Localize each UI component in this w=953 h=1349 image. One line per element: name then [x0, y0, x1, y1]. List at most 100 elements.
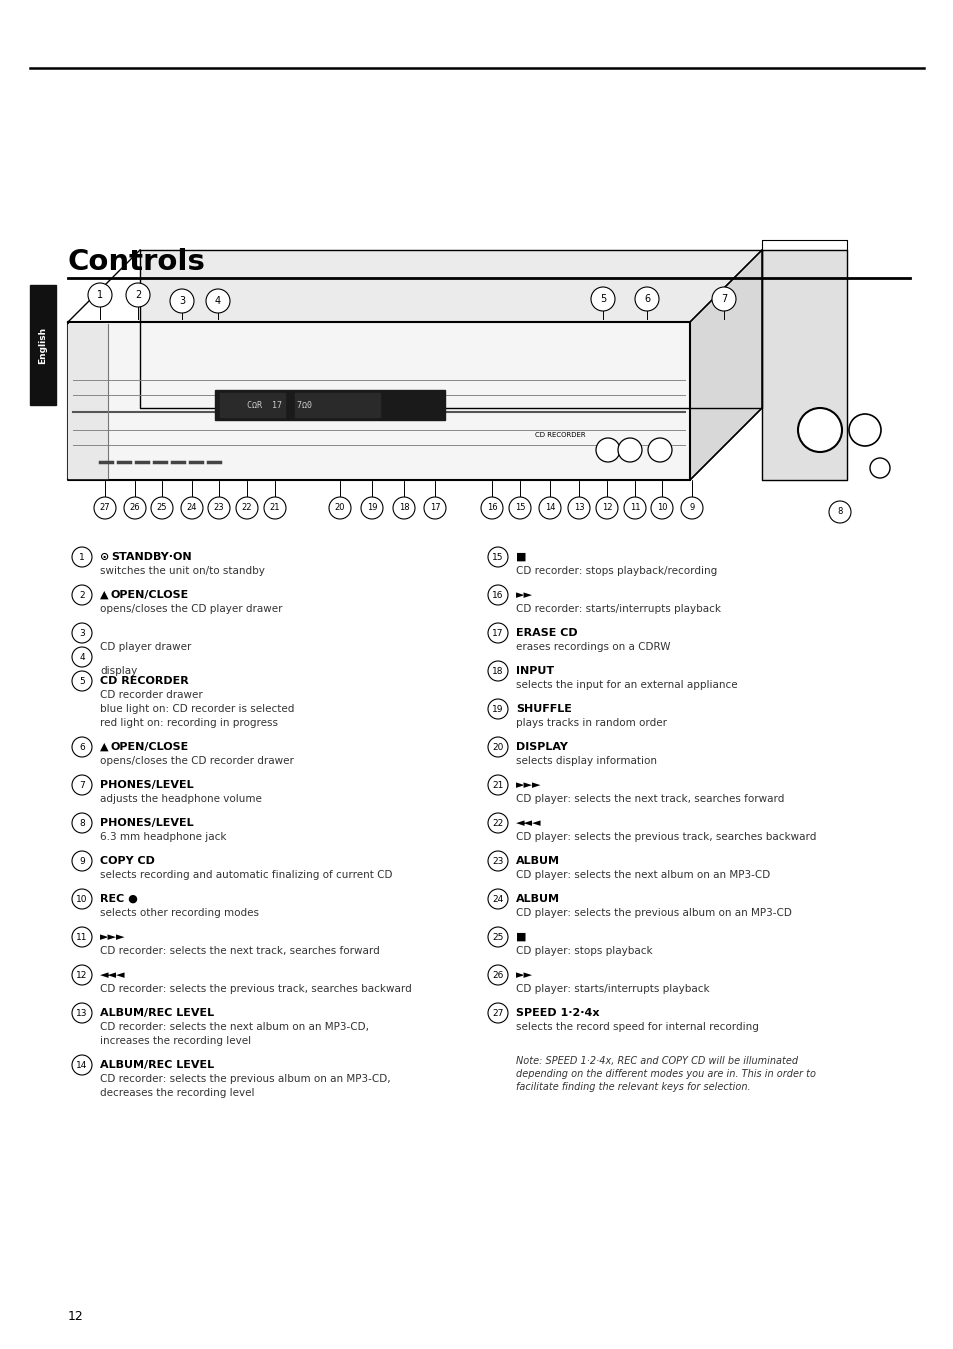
Text: CD player: selects the previous album on an MP3-CD: CD player: selects the previous album on…: [516, 908, 791, 919]
Text: CΩR  17   7Ω0: CΩR 17 7Ω0: [247, 401, 313, 410]
Text: switches the unit on/to standby: switches the unit on/to standby: [100, 567, 265, 576]
Circle shape: [71, 774, 91, 795]
Text: 20: 20: [335, 503, 345, 513]
Polygon shape: [294, 393, 379, 417]
Text: opens/closes the CD player drawer: opens/closes the CD player drawer: [100, 604, 282, 614]
Text: selects display information: selects display information: [516, 755, 657, 766]
Text: 23: 23: [492, 857, 503, 866]
Circle shape: [590, 287, 615, 312]
Text: CD player drawer: CD player drawer: [100, 642, 192, 652]
Text: 8: 8: [837, 507, 841, 517]
Text: 1: 1: [97, 290, 103, 299]
Text: 16: 16: [492, 591, 503, 599]
Circle shape: [635, 287, 659, 312]
Circle shape: [509, 496, 531, 519]
Text: SPEED 1·2·4x: SPEED 1·2·4x: [516, 1008, 598, 1018]
Circle shape: [567, 496, 589, 519]
Circle shape: [618, 438, 641, 461]
Text: CD recorder: selects the previous album on an MP3-CD,: CD recorder: selects the previous album …: [100, 1074, 390, 1085]
Circle shape: [488, 889, 507, 909]
Polygon shape: [214, 390, 444, 420]
Circle shape: [488, 737, 507, 757]
Circle shape: [488, 546, 507, 567]
Text: adjusts the headphone volume: adjusts the headphone volume: [100, 795, 262, 804]
Text: 9: 9: [79, 857, 85, 866]
Text: 20: 20: [492, 742, 503, 751]
Text: 10: 10: [656, 503, 666, 513]
Text: 24: 24: [187, 503, 197, 513]
Circle shape: [393, 496, 415, 519]
Text: 27: 27: [492, 1009, 503, 1017]
Circle shape: [71, 1055, 91, 1075]
Circle shape: [71, 546, 91, 567]
Circle shape: [423, 496, 446, 519]
Text: COPY CD: COPY CD: [100, 857, 154, 866]
Circle shape: [488, 623, 507, 643]
Text: STANDBY·ON: STANDBY·ON: [111, 552, 192, 563]
Text: CD RECORDER: CD RECORDER: [100, 676, 189, 687]
Circle shape: [488, 661, 507, 681]
Text: 17: 17: [492, 629, 503, 638]
Text: 6.3 mm headphone jack: 6.3 mm headphone jack: [100, 832, 226, 842]
Text: 15: 15: [515, 503, 525, 513]
Text: Controls: Controls: [68, 248, 206, 277]
Text: display: display: [100, 666, 137, 676]
Circle shape: [71, 737, 91, 757]
Circle shape: [848, 414, 880, 447]
Circle shape: [181, 496, 203, 519]
Text: 4: 4: [214, 295, 221, 306]
Text: plays tracks in random order: plays tracks in random order: [516, 718, 666, 728]
Text: ▲: ▲: [100, 742, 112, 751]
Polygon shape: [140, 250, 761, 407]
Text: CD player: stops playback: CD player: stops playback: [516, 946, 652, 956]
Text: CD recorder drawer: CD recorder drawer: [100, 689, 203, 700]
Circle shape: [206, 289, 230, 313]
Circle shape: [488, 813, 507, 832]
Text: 23: 23: [213, 503, 224, 513]
Text: OPEN/CLOSE: OPEN/CLOSE: [111, 590, 189, 600]
Text: increases the recording level: increases the recording level: [100, 1036, 251, 1045]
Circle shape: [71, 585, 91, 604]
Text: 1: 1: [79, 553, 85, 561]
Text: PHONES/LEVEL: PHONES/LEVEL: [100, 817, 193, 828]
Circle shape: [170, 289, 193, 313]
Text: ■: ■: [516, 932, 526, 942]
Text: ⊙: ⊙: [100, 552, 113, 563]
Text: CD player: starts/interrupts playback: CD player: starts/interrupts playback: [516, 983, 709, 994]
Text: OPEN/CLOSE: OPEN/CLOSE: [111, 742, 189, 751]
Circle shape: [488, 1004, 507, 1023]
Text: 3: 3: [79, 629, 85, 638]
Text: CD recorder: starts/interrupts playback: CD recorder: starts/interrupts playback: [516, 604, 720, 614]
Polygon shape: [689, 250, 761, 480]
Text: 9: 9: [689, 503, 694, 513]
Text: 7: 7: [79, 781, 85, 789]
Text: 25: 25: [156, 503, 167, 513]
Text: 12: 12: [68, 1310, 84, 1323]
Text: ►►►: ►►►: [516, 780, 541, 791]
Text: SHUFFLE: SHUFFLE: [516, 704, 571, 714]
Circle shape: [488, 851, 507, 871]
Text: CD recorder: selects the previous track, searches backward: CD recorder: selects the previous track,…: [100, 983, 412, 994]
Text: 10: 10: [76, 894, 88, 904]
Text: ALBUM/REC LEVEL: ALBUM/REC LEVEL: [100, 1008, 213, 1018]
Polygon shape: [761, 250, 846, 480]
Text: decreases the recording level: decreases the recording level: [100, 1089, 254, 1098]
Circle shape: [797, 407, 841, 452]
Polygon shape: [68, 322, 689, 480]
Circle shape: [650, 496, 672, 519]
Text: 26: 26: [492, 970, 503, 979]
Text: 21: 21: [270, 503, 280, 513]
Circle shape: [124, 496, 146, 519]
Text: ERASE CD: ERASE CD: [516, 629, 577, 638]
Circle shape: [680, 496, 702, 519]
Polygon shape: [220, 393, 285, 417]
Text: 16: 16: [486, 503, 497, 513]
Text: selects the record speed for internal recording: selects the record speed for internal re…: [516, 1023, 758, 1032]
Text: INPUT: INPUT: [516, 666, 554, 676]
Text: opens/closes the CD recorder drawer: opens/closes the CD recorder drawer: [100, 755, 294, 766]
Text: 19: 19: [366, 503, 376, 513]
Circle shape: [235, 496, 257, 519]
Circle shape: [828, 500, 850, 523]
Circle shape: [711, 287, 735, 312]
Text: 19: 19: [492, 704, 503, 714]
